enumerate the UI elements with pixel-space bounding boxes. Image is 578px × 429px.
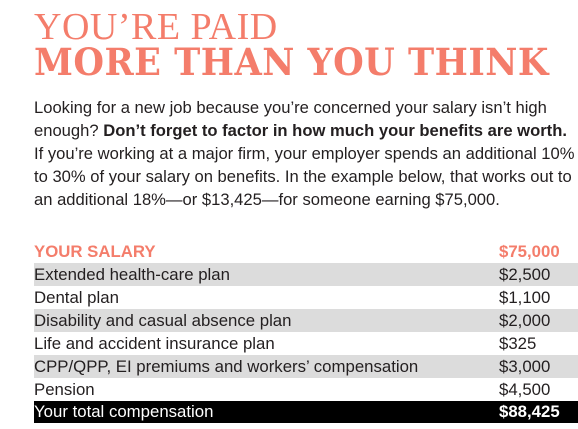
row-value: $2,500 xyxy=(499,265,551,284)
total-value: $88,425 xyxy=(499,402,560,421)
intro-paragraph: Looking for a new job because you’re con… xyxy=(34,96,578,211)
table-row: Extended health-care plan $2,500 xyxy=(34,263,578,286)
intro-text-end: If you’re working at a major firm, your … xyxy=(34,144,575,209)
row-value: $3,000 xyxy=(499,357,551,376)
total-row: Your total compensation $88,425 xyxy=(34,401,578,423)
row-label: Disability and casual absence plan xyxy=(34,311,292,330)
row-value: $325 xyxy=(499,334,537,353)
salary-header-row: YOUR SALARY $75,000 xyxy=(34,240,578,263)
row-value: $2,000 xyxy=(499,311,551,330)
title-line-2: MORE THAN YOU THINK xyxy=(34,40,549,84)
title-line-1: YOU’RE PAID xyxy=(34,6,278,48)
row-label: Pension xyxy=(34,380,95,399)
row-label: Life and accident insurance plan xyxy=(34,334,275,353)
table-row: Life and accident insurance plan $325 xyxy=(34,332,578,355)
row-label: Dental plan xyxy=(34,288,119,307)
row-value: $4,500 xyxy=(499,380,551,399)
intro-text-start: Looking for a new job because you’re con… xyxy=(34,98,547,140)
compensation-table: YOUR SALARY $75,000 Extended health-care… xyxy=(34,240,578,423)
table-row: CPP/QPP, EI premiums and workers’ compen… xyxy=(34,355,578,378)
row-label: Extended health-care plan xyxy=(34,265,230,284)
table-row: Disability and casual absence plan $2,00… xyxy=(34,309,578,332)
row-label: CPP/QPP, EI premiums and workers’ compen… xyxy=(34,357,419,376)
row-value: $1,100 xyxy=(499,288,551,307)
total-label: Your total compensation xyxy=(34,402,214,421)
salary-value: $75,000 xyxy=(499,242,560,261)
table-row: Dental plan $1,100 xyxy=(34,286,578,309)
salary-label: YOUR SALARY xyxy=(34,242,156,261)
intro-emphasis: Don’t forget to factor in how much your … xyxy=(103,121,567,140)
table-row: Pension $4,500 xyxy=(34,378,578,401)
